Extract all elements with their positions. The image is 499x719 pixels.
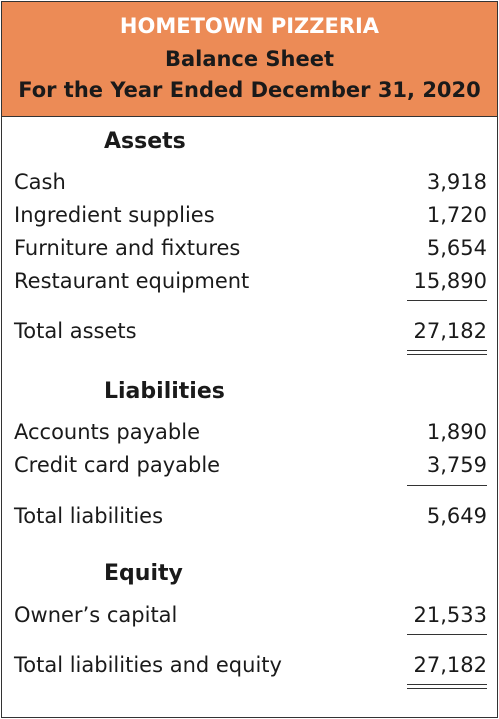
total-assets-label: Total assets bbox=[14, 319, 137, 343]
total-liabilities-value: 5,649 bbox=[426, 504, 487, 528]
double-rule-assets-top bbox=[407, 350, 487, 351]
sheet-header: HOMETOWN PIZZERIA Balance Sheet For the … bbox=[2, 2, 497, 117]
asset-value-furniture: 5,654 bbox=[426, 236, 487, 260]
company-name: HOMETOWN PIZZERIA bbox=[119, 14, 380, 38]
liability-value-accounts-payable: 1,890 bbox=[426, 420, 487, 444]
asset-label-furniture: Furniture and fixtures bbox=[14, 236, 241, 260]
equity-heading: Equity bbox=[104, 561, 183, 586]
double-rule-total-top bbox=[407, 684, 487, 685]
total-liabilities-equity-label: Total liabilities and equity bbox=[14, 653, 282, 677]
asset-value-equipment: 15,890 bbox=[413, 269, 487, 293]
liability-label-credit-card: Credit card payable bbox=[14, 453, 221, 477]
statement-title: Balance Sheet bbox=[164, 47, 335, 71]
liabilities-heading: Liabilities bbox=[104, 379, 225, 404]
subtotal-rule-liabilities bbox=[407, 485, 487, 486]
asset-label-ingredient-supplies: Ingredient supplies bbox=[14, 203, 215, 227]
equity-value-owners-capital: 21,533 bbox=[413, 603, 487, 627]
liability-value-credit-card: 3,759 bbox=[426, 453, 487, 477]
double-rule-total-bottom bbox=[407, 688, 487, 689]
asset-label-cash: Cash bbox=[14, 170, 66, 194]
statement-period: For the Year Ended December 31, 2020 bbox=[18, 78, 481, 102]
asset-label-equipment: Restaurant equipment bbox=[14, 269, 250, 293]
total-assets-value: 27,182 bbox=[413, 319, 487, 343]
assets-heading: Assets bbox=[104, 129, 186, 154]
asset-value-cash: 3,918 bbox=[426, 170, 487, 194]
equity-label-owners-capital: Owner’s capital bbox=[14, 603, 178, 627]
double-rule-assets-bottom bbox=[407, 354, 487, 355]
asset-value-ingredient-supplies: 1,720 bbox=[426, 203, 487, 227]
subtotal-rule-assets bbox=[407, 300, 487, 301]
total-liabilities-equity-value: 27,182 bbox=[413, 653, 487, 677]
subtotal-rule-equity bbox=[407, 634, 487, 635]
liability-label-accounts-payable: Accounts payable bbox=[14, 420, 200, 444]
total-liabilities-label: Total liabilities bbox=[14, 504, 164, 528]
